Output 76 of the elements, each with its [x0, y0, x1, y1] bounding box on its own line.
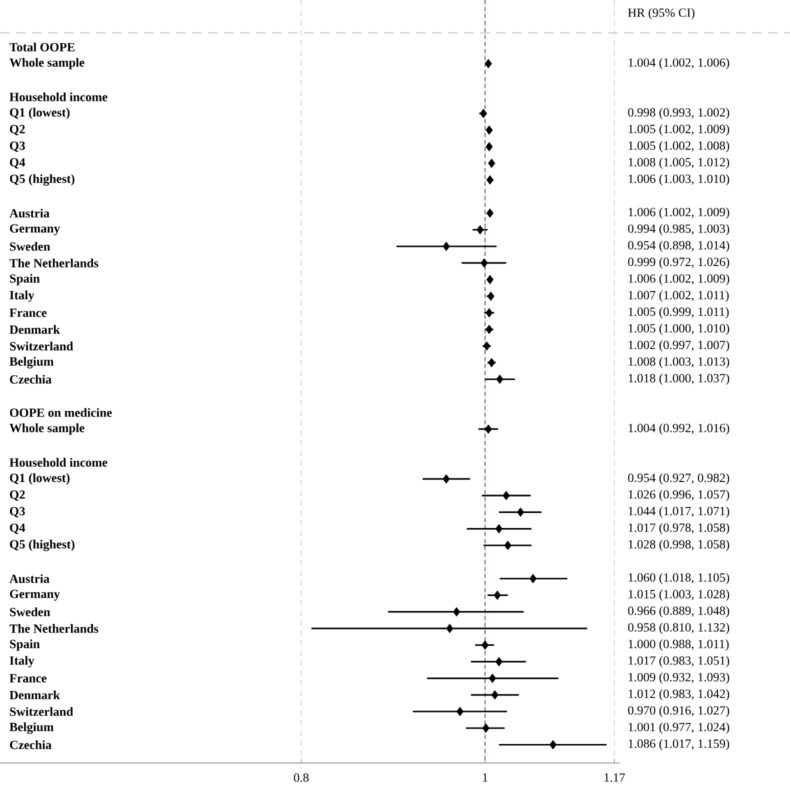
y-tick-label: Belgium [10, 356, 54, 368]
data-label: 0.970 (0.916, 1.027) [628, 706, 730, 718]
text: HR (95% CI) [628, 8, 694, 20]
y-tick-label: Household income [10, 458, 108, 467]
data-label: 1.001 (0.977, 1.024) [628, 722, 730, 734]
y-tick-label: Denmark [10, 325, 60, 334]
data-label: 1.005 (0.999, 1.011) [628, 307, 729, 318]
y-tick-label: France [10, 674, 47, 682]
data-label: 1.012 (0.983, 1.042) [628, 689, 730, 701]
data-label: 0.999 (0.972, 1.026) [628, 257, 730, 269]
x-tick-label: 1 [483, 773, 488, 782]
y-tick-label: Austria [9, 574, 50, 584]
y-tick-label: Italy [10, 290, 34, 302]
data-label: 1.007 (1.002, 1.011) [628, 290, 729, 302]
y-tick-label: Q1 (lowest) [10, 473, 70, 485]
y-tick-label: Whole sample [10, 423, 84, 435]
data-label: 1.060 (1.018, 1.105) [628, 572, 730, 584]
y-tick-label: Czechia [10, 740, 52, 750]
y-tick-label: Italy [10, 656, 34, 668]
y-tick-label: Denmark [10, 690, 60, 700]
y-tick-label: OOPE on medicine [10, 408, 112, 417]
data-label: 1.028 (0.998, 1.058) [628, 540, 730, 552]
data-label: 0.954 (0.898, 1.014) [628, 240, 730, 252]
data-label: 1.005 (1.000, 1.010) [628, 324, 730, 336]
x-tick-label: 0.8 [294, 773, 309, 782]
data-label: 0.994 (0.985, 1.003) [628, 224, 730, 236]
y-tick-label: Spain [10, 274, 40, 286]
data-label: 1.008 (1.003, 1.013) [628, 356, 730, 368]
y-tick-label: Q5 (highest) [10, 174, 74, 186]
y-tick-label: Q3 [10, 142, 25, 152]
y-tick-label: Q2 [10, 124, 25, 136]
data-label: 1.005 (1.002, 1.009) [628, 124, 730, 136]
data-label: 1.009 (0.932, 1.093) [628, 672, 730, 684]
y-tick-label: Q4 [10, 158, 26, 168]
data-label: 1.004 (0.992, 1.016) [628, 423, 730, 435]
data-label: 1.000 (0.988, 1.011) [628, 639, 729, 651]
data-label: 1.006 (1.002, 1.009) [628, 207, 730, 219]
y-tick-label: Q1 (lowest) [10, 108, 70, 120]
data-label: 1.002 (0.997, 1.007) [628, 340, 730, 352]
data-label: 0.998 (0.993, 1.002) [628, 108, 730, 120]
data-label: 1.044 (1.017, 1.071) [628, 506, 730, 518]
data-label: 0.966 (0.889, 1.048) [628, 606, 730, 618]
y-tick-label: The Netherlands [10, 624, 98, 633]
data-label: 1.008 (1.005, 1.012) [628, 158, 730, 169]
y-tick-label: Q4 [10, 524, 26, 534]
y-tick-label: Sweden [10, 607, 50, 616]
y-tick-label: Germany [10, 224, 60, 236]
y-tick-label: Q3 [10, 507, 25, 518]
y-tick-label: Czechia [10, 374, 52, 384]
y-tick-label: Sweden [10, 242, 50, 251]
data-label: 1.017 (0.978, 1.058) [628, 523, 730, 534]
y-tick-label: Switzerland [10, 342, 74, 350]
y-tick-label: Spain [10, 639, 40, 651]
y-tick-label: Q5 (highest) [10, 540, 74, 552]
data-label: 1.004 (1.002, 1.006) [628, 58, 730, 70]
data-label: 1.017 (0.983, 1.051) [628, 656, 730, 668]
data-label: 1.006 (1.003, 1.010) [628, 174, 730, 186]
data-label: 0.954 (0.927, 0.982) [628, 473, 730, 485]
y-tick-label: Whole sample [10, 58, 84, 70]
y-tick-label: France [10, 308, 47, 317]
data-label: 1.015 (1.003, 1.028) [628, 590, 730, 601]
y-tick-label: Q2 [10, 490, 25, 501]
data-label: 1.026 (0.996, 1.057) [628, 490, 730, 502]
y-tick-label: Total OOPE [10, 42, 75, 52]
y-tick-label: Belgium [10, 722, 54, 734]
x-tick-label: 1.17 [604, 773, 625, 782]
data-label: 0.958 (0.810, 1.132) [628, 622, 730, 634]
data-label: 1.086 (1.017, 1.159) [628, 739, 730, 750]
y-tick-label: Switzerland [10, 707, 74, 716]
data-label: 1.005 (1.002, 1.008) [628, 141, 730, 152]
y-tick-label: The Netherlands [10, 258, 98, 268]
data-label: 1.006 (1.002, 1.009) [628, 274, 730, 286]
y-tick-label: Austria [9, 208, 50, 218]
data-label: 1.018 (1.000, 1.037) [628, 374, 730, 385]
y-tick-label: Household income [10, 92, 108, 102]
y-tick-label: Germany [10, 590, 60, 601]
